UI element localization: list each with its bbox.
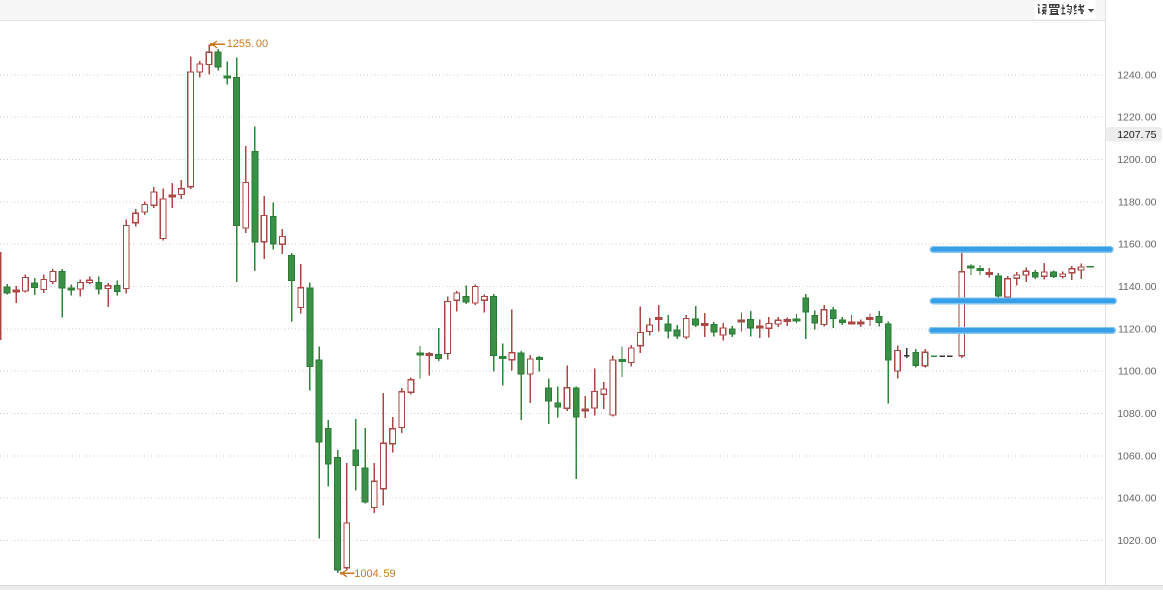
svg-text:1200.00: 1200.00 xyxy=(1117,154,1156,166)
svg-text:1020.00: 1020.00 xyxy=(1117,535,1156,547)
svg-text:1004.59: 1004. 59 xyxy=(354,568,395,580)
svg-text:1060.00: 1060.00 xyxy=(1117,450,1156,462)
svg-text:1140.00: 1140.00 xyxy=(1118,281,1157,293)
svg-text:1207.75: 1207.75 xyxy=(1117,129,1156,141)
svg-text:1100.00: 1100.00 xyxy=(1118,366,1157,378)
svg-text:1220.00: 1220.00 xyxy=(1117,112,1156,124)
svg-text:1160.00: 1160.00 xyxy=(1118,239,1157,251)
svg-text:1240.00: 1240.00 xyxy=(1117,69,1156,81)
svg-text:1180.00: 1180.00 xyxy=(1118,196,1157,208)
svg-text:1255.00: 1255. 00 xyxy=(227,38,268,50)
svg-text:1080.00: 1080.00 xyxy=(1117,408,1156,420)
svg-text:1040.00: 1040.00 xyxy=(1117,493,1156,505)
svg-text:1120.00: 1120.00 xyxy=(1118,323,1157,335)
